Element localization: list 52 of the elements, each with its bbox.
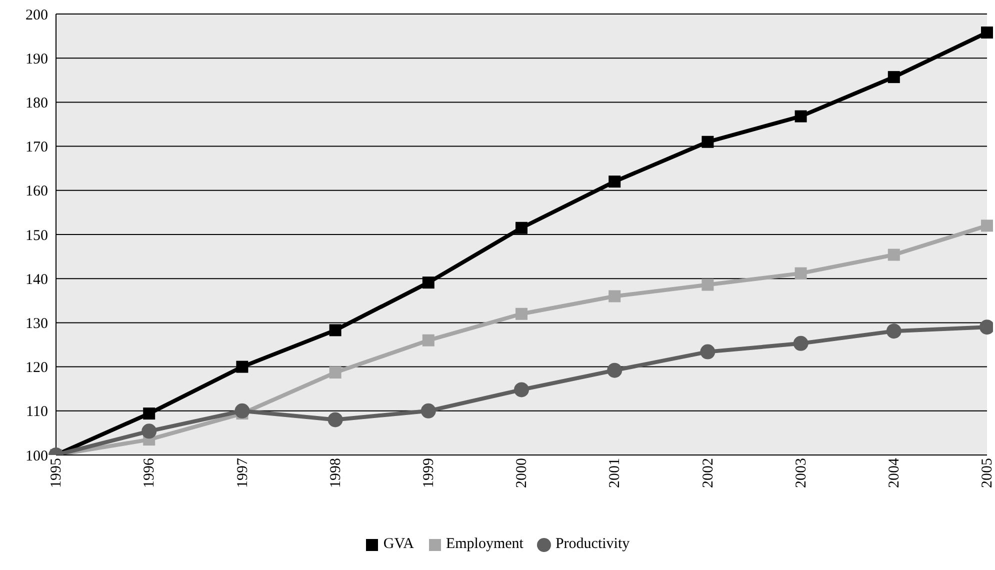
x-tick-label: 2000 (514, 458, 530, 488)
point (702, 136, 714, 148)
x-tick-label: 1995 (48, 458, 65, 488)
point (608, 176, 621, 188)
legend-label: Productivity (555, 536, 630, 553)
point (422, 276, 434, 289)
x-tick-label: 2003 (793, 458, 810, 488)
y-tick-label: 110 (26, 404, 48, 420)
point (608, 290, 621, 302)
point (236, 360, 248, 373)
y-tick-label: 120 (26, 360, 48, 376)
y-tick-label: 100 (26, 448, 48, 464)
point (981, 220, 993, 232)
legend-label: GVA (383, 536, 414, 553)
point (793, 336, 808, 351)
x-tick-label: 1997 (234, 458, 251, 488)
y-tick-label: 140 (26, 272, 48, 288)
point (794, 267, 807, 280)
point (143, 408, 156, 420)
point (516, 222, 528, 234)
point (514, 382, 529, 398)
point (888, 71, 900, 84)
x-tick-label: 2004 (886, 458, 903, 488)
point (329, 366, 342, 379)
x-tick-label: 1996 (142, 458, 158, 488)
point (888, 248, 900, 261)
point (516, 308, 528, 320)
y-tick-label: 130 (26, 316, 48, 332)
point (607, 362, 622, 378)
y-tick-label: 160 (26, 184, 48, 200)
point (142, 424, 157, 439)
point (886, 324, 902, 339)
point (794, 110, 807, 122)
y-tick-label: 190 (26, 51, 48, 68)
point (422, 334, 434, 346)
point (981, 26, 993, 39)
point (234, 403, 250, 418)
x-tick-label: 2002 (700, 458, 716, 488)
point (700, 344, 716, 360)
x-tick-label: 2005 (980, 458, 995, 488)
point (420, 403, 436, 418)
point (329, 324, 342, 336)
legend-label: Employment (446, 536, 524, 553)
y-tick-label: 180 (26, 96, 48, 112)
y-tick-label: 150 (26, 228, 48, 244)
x-tick-label: 1999 (421, 458, 438, 488)
point (328, 412, 343, 428)
x-tick-label: 1998 (328, 458, 344, 488)
x-tick-label: 2001 (607, 458, 624, 488)
point (702, 278, 714, 291)
y-tick-label: 170 (26, 140, 48, 156)
y-tick-label: 200 (26, 7, 48, 24)
